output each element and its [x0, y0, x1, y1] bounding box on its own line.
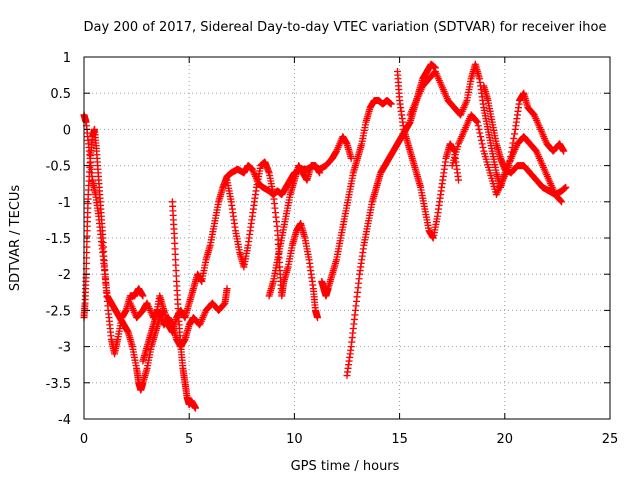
axes: 0 5 10 15 20 25 1 0.5 0 -0.5 -1 -1.5 -2 -2.5 -3 -3.5 -4 [46, 51, 619, 447]
y-tick-label: -0.5 [46, 160, 71, 175]
x-axis-label: GPS time / hours [291, 459, 400, 474]
data-point [223, 285, 231, 293]
y-tick-label: -4 [58, 413, 71, 428]
data-point [316, 169, 324, 177]
data-point [314, 314, 322, 322]
x-tick-label: 0 [80, 432, 88, 447]
data-point [511, 130, 519, 138]
series-track-j [393, 67, 463, 242]
data-point [347, 154, 355, 162]
data-point [192, 404, 200, 412]
data-point [475, 125, 483, 133]
data-point [508, 144, 516, 151]
y-tick-label: 1 [63, 51, 71, 66]
series-track-e [168, 198, 200, 412]
data-point [139, 292, 147, 300]
series-track-g [265, 162, 324, 300]
data-point [477, 136, 485, 144]
data-point [478, 140, 486, 148]
series-track-h [318, 96, 395, 300]
y-tick-label: 0 [63, 123, 71, 138]
y-tick-label: -1.5 [46, 232, 71, 247]
y-tick-label: -2 [58, 268, 71, 283]
data-point [506, 157, 514, 165]
data-point [455, 176, 463, 184]
y-tick-label: -3.5 [46, 377, 71, 392]
y-axis-label: SDTVAR / TECUs [8, 185, 23, 292]
series-track-f [223, 158, 322, 322]
data-point [557, 197, 565, 205]
data-point [477, 133, 485, 141]
data-point [509, 139, 517, 147]
y-tick-label: -2.5 [46, 304, 71, 319]
x-tick-label: 15 [391, 432, 408, 447]
data-point [474, 122, 482, 130]
data-point [473, 117, 481, 125]
y-tick-label: 0.5 [50, 87, 71, 102]
x-tick-label: 5 [185, 432, 193, 447]
series-track-l [448, 89, 568, 199]
data-point [507, 148, 515, 156]
data-point [479, 144, 487, 151]
series-track-c [126, 285, 231, 351]
chart-title: Day 200 of 2017, Sidereal Day-to-day VTE… [84, 20, 607, 35]
data-point [510, 134, 518, 142]
data-point [558, 198, 566, 206]
series-track-m [480, 82, 570, 199]
y-tick-label: -3 [58, 341, 71, 356]
data-point [560, 147, 568, 155]
x-tick-label: 25 [602, 432, 619, 447]
x-tick-label: 20 [497, 432, 514, 447]
x-tick-label: 10 [286, 432, 303, 447]
data-point [507, 153, 515, 161]
data-point [473, 118, 481, 126]
data-point [562, 183, 570, 191]
data-point [387, 100, 395, 108]
data-point [476, 129, 484, 137]
y-tick-label: -1 [58, 196, 71, 211]
